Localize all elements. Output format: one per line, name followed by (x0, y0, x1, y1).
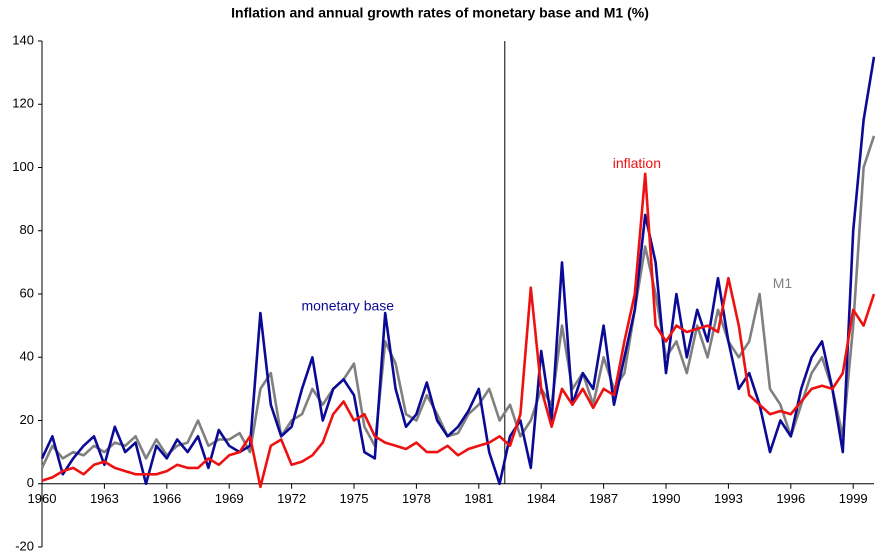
y-tick-label: -20 (15, 538, 34, 553)
series-line (41, 172, 875, 489)
x-tick-label: 1984 (527, 491, 556, 506)
series-label: M1 (773, 275, 793, 291)
y-tick-label: 60 (20, 285, 34, 300)
y-tick-label: 80 (20, 222, 34, 237)
chart-title: Inflation and annual growth rates of mon… (231, 5, 649, 21)
x-tick-label: 1987 (589, 491, 618, 506)
series-label: inflation (613, 155, 661, 171)
x-tick-label: 1960 (28, 491, 57, 506)
y-tick-label: 100 (12, 159, 34, 174)
x-tick-label: 1963 (90, 491, 119, 506)
x-tick-label: 1966 (152, 491, 181, 506)
x-tick-label: 1972 (277, 491, 306, 506)
series-line (40, 56, 875, 486)
x-tick-label: 1981 (464, 491, 493, 506)
x-tick-label: 1990 (652, 491, 681, 506)
series-label: monetary base (301, 297, 394, 313)
x-tick-label: 1978 (402, 491, 431, 506)
x-tick-label: 1999 (839, 491, 868, 506)
y-tick-label: 0 (27, 475, 34, 490)
x-tick-label: 1975 (340, 491, 369, 506)
y-tick-label: 120 (12, 96, 34, 111)
x-tick-label: 1996 (776, 491, 805, 506)
y-tick-label: 20 (20, 412, 34, 427)
x-tick-label: 1993 (714, 491, 743, 506)
x-tick-label: 1969 (215, 491, 244, 506)
series-line (40, 135, 875, 469)
y-tick-label: 140 (12, 32, 34, 47)
y-tick-label: 40 (20, 349, 34, 364)
